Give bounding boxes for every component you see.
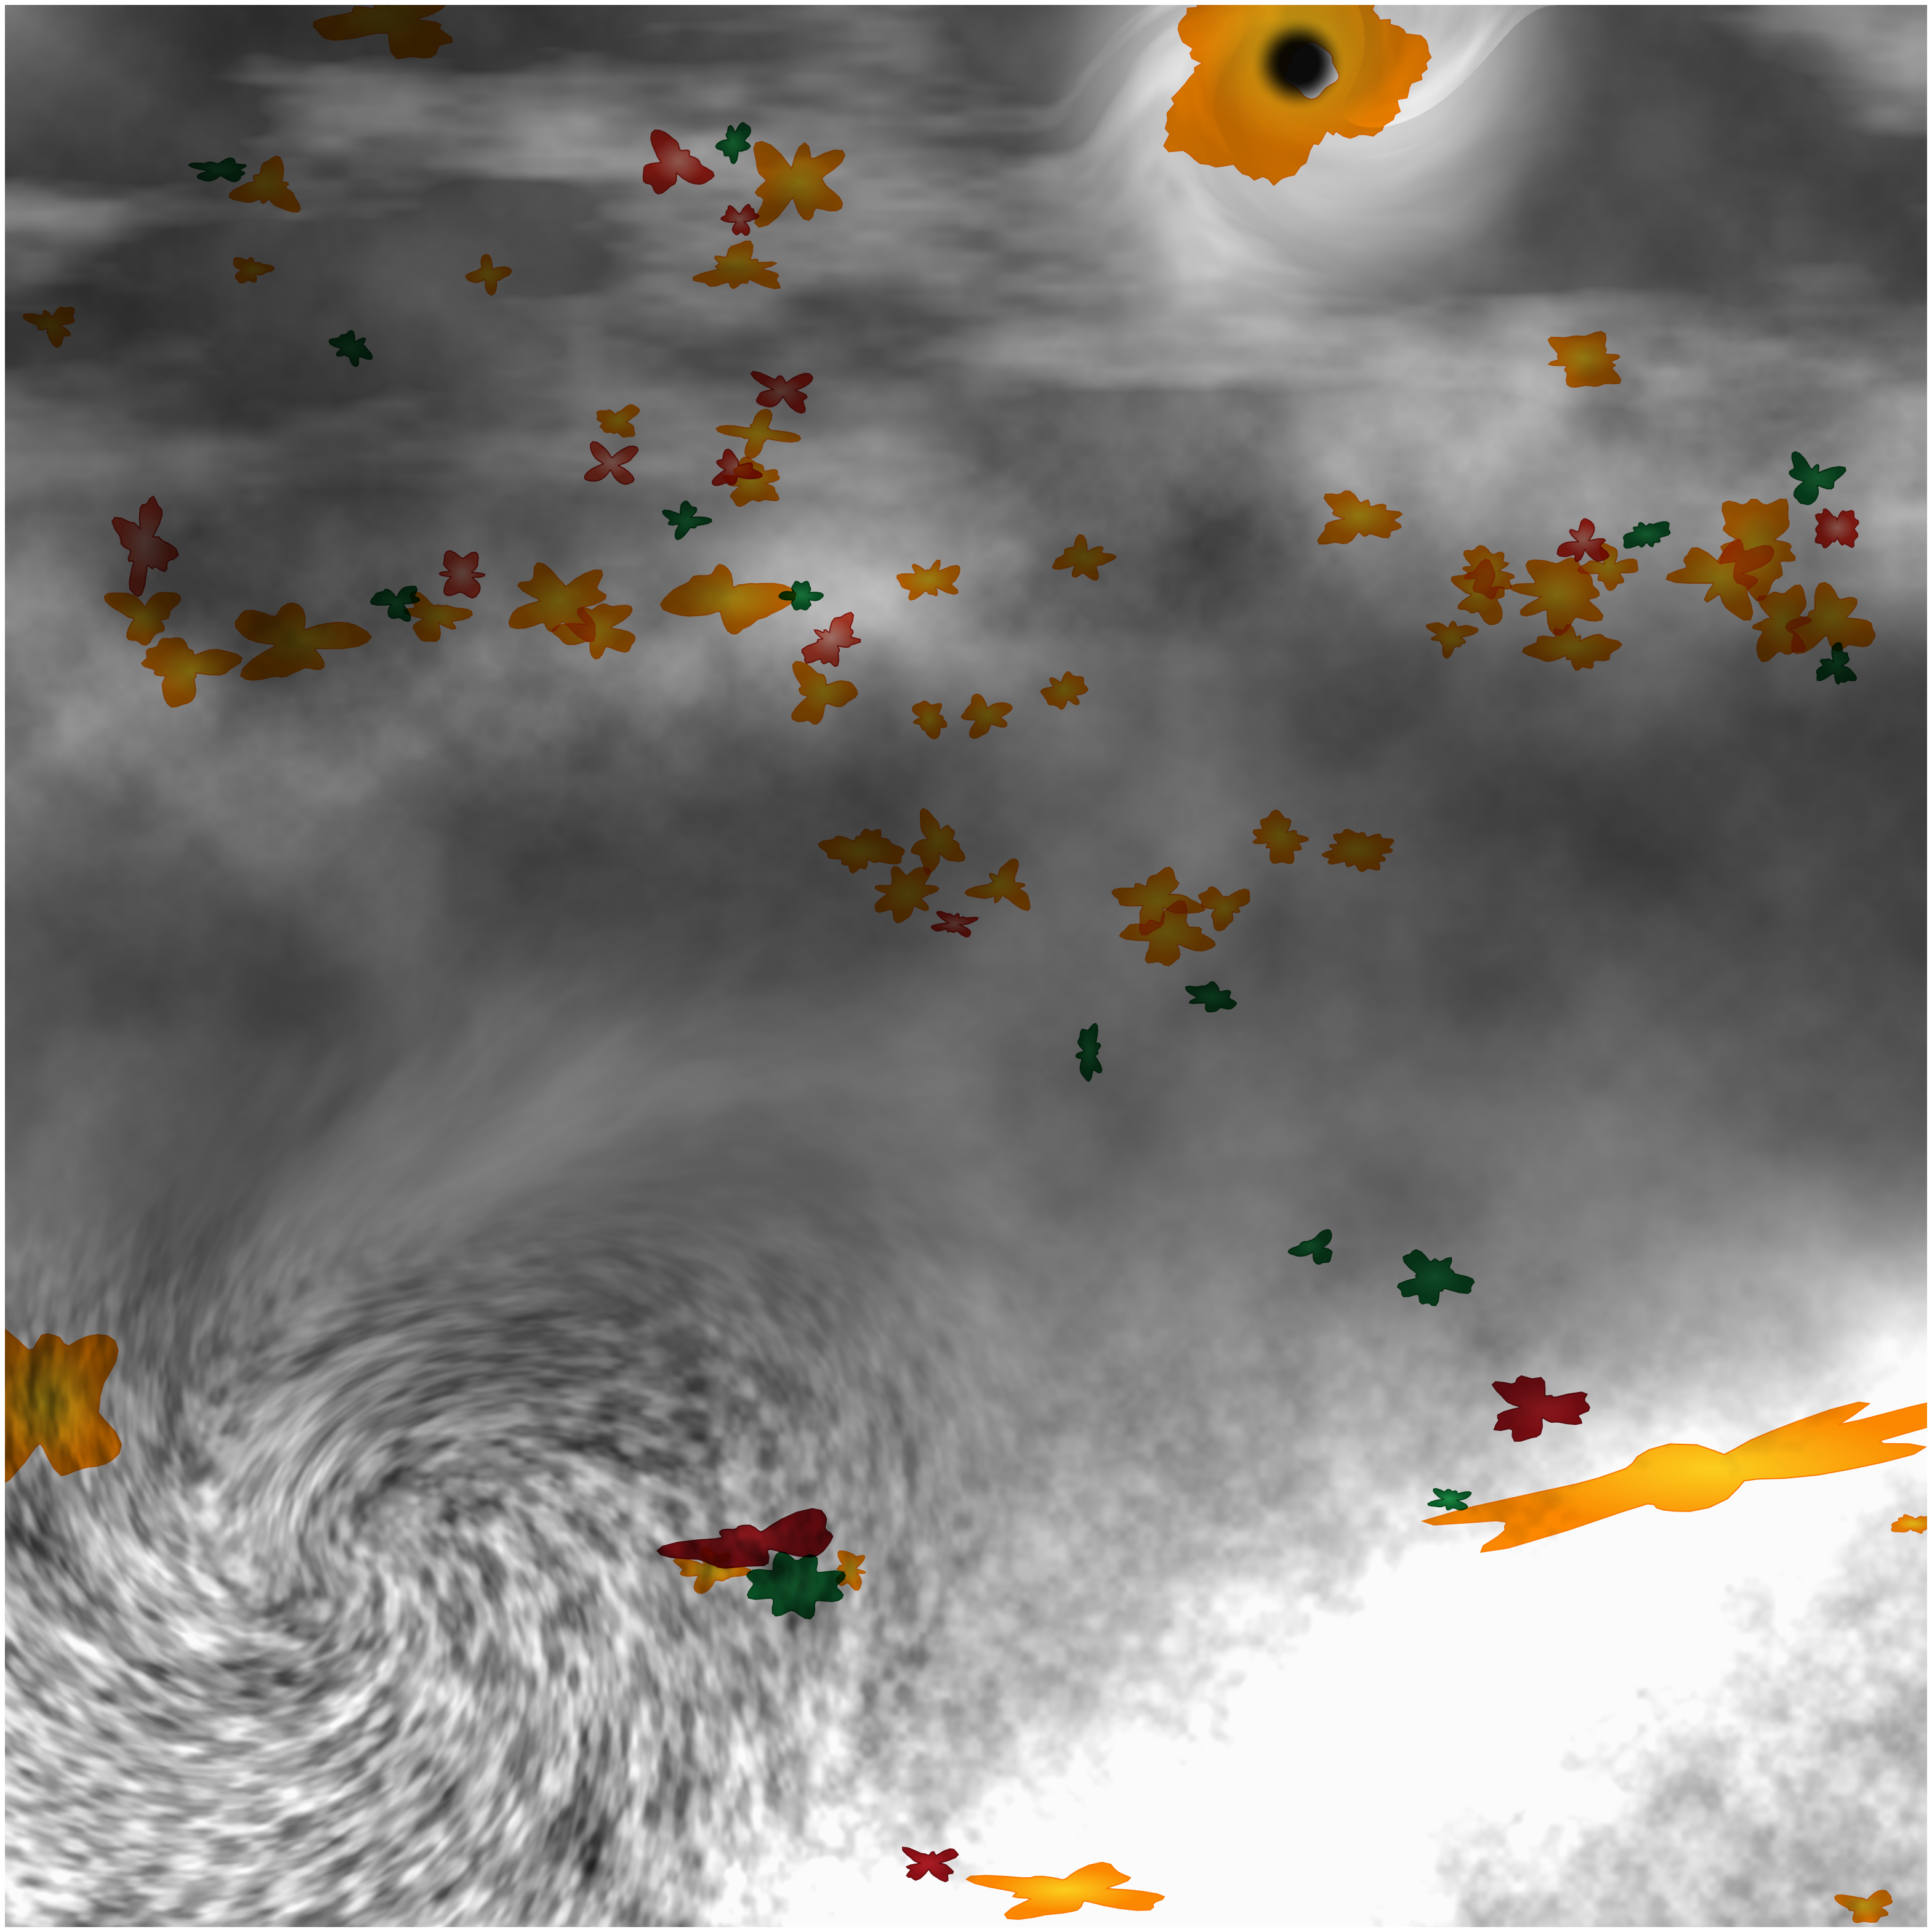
infrared-base-raster [5, 5, 1927, 1927]
